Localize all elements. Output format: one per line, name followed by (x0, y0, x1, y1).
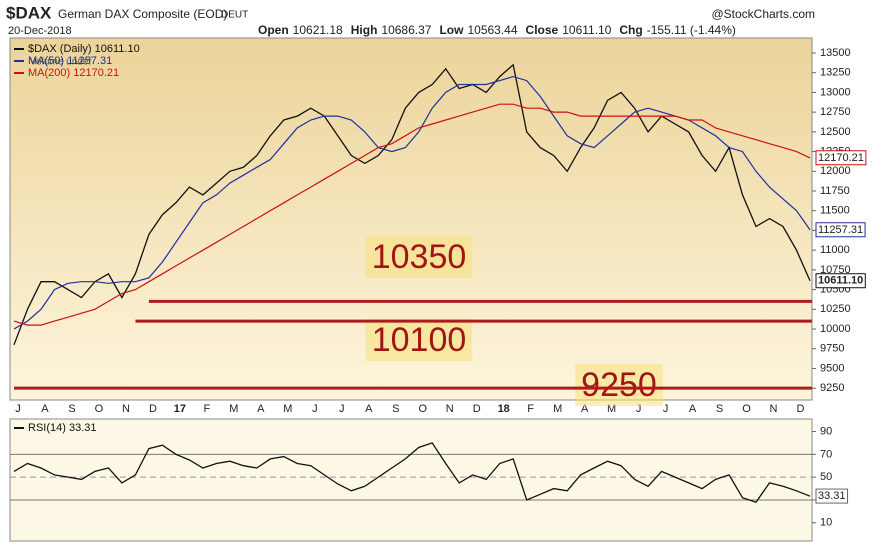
x-tick-label: J (15, 403, 21, 415)
x-tick-label: A (581, 403, 589, 415)
x-tick-label: D (797, 403, 805, 415)
support-label-box (365, 235, 473, 278)
last-value-box (815, 222, 866, 238)
support-label: 9250 (581, 366, 657, 404)
y-tick-label: 10000 (820, 323, 851, 335)
x-tick-label: O (742, 403, 751, 415)
series-line (13, 63, 811, 346)
x-tick-label: O (418, 403, 427, 415)
series-line (13, 442, 811, 503)
last-value-box (815, 150, 867, 166)
brand: @StockCharts.com (711, 7, 815, 21)
y-tick-label: 11500 (820, 205, 850, 217)
quote-value: 10563.44 (467, 23, 517, 37)
x-tick-label: J (636, 403, 642, 415)
name: German DAX Composite (EOD) (58, 7, 227, 21)
y-tick-label: 13500 (820, 47, 851, 59)
legend-entry: MA(200) 12170.21 (28, 67, 119, 79)
y-tick-label: 70 (820, 448, 832, 460)
y-tick-label: 10 (820, 517, 832, 529)
x-tick-label: M (229, 403, 238, 415)
x-tick-label: 17 (174, 403, 186, 415)
x-tick-label: O (95, 403, 104, 415)
y-tick-label: 9500 (820, 362, 844, 374)
series-line (13, 103, 811, 326)
quote-label: Open (258, 23, 289, 37)
legend-entry: RSI(14) 33.31 (28, 422, 96, 434)
legend-entry: $DAX (Daily) 10611.10 (28, 43, 140, 55)
quote-label: Low (439, 23, 464, 37)
x-tick-label: J (339, 403, 345, 415)
quote-label: High (351, 23, 378, 37)
quote-label: Close (526, 23, 559, 37)
last-value-box (815, 488, 849, 504)
y-tick-label: 13000 (820, 86, 851, 98)
x-tick-label: M (283, 403, 292, 415)
y-tick-label: 10750 (820, 264, 851, 276)
x-tick-label: N (770, 403, 778, 415)
y-tick-label: 11000 (820, 244, 850, 256)
x-tick-label: D (473, 403, 481, 415)
x-tick-label: A (257, 403, 265, 415)
y-tick-label: 13250 (820, 67, 851, 79)
y-tick-label: 9750 (820, 343, 844, 355)
x-tick-label: S (68, 403, 75, 415)
x-tick-label: S (716, 403, 723, 415)
quote-value: 10611.10 (562, 23, 611, 37)
last-value-tag: 10611.10 (818, 275, 863, 287)
x-tick-label: N (122, 403, 130, 415)
x-tick-label: S (392, 403, 399, 415)
exchange: DEUT (221, 10, 248, 21)
x-tick-label: A (689, 403, 697, 415)
x-tick-label: F (527, 403, 534, 415)
volume-note: Volume undef (30, 57, 91, 68)
quote-label: Chg (619, 23, 642, 37)
quote-value: -155.11 (-1.44%) (647, 23, 736, 37)
x-tick-label: J (663, 403, 669, 415)
y-tick-label: 50 (820, 471, 832, 483)
rsi-panel (9, 418, 813, 542)
x-tick-label: 18 (498, 403, 510, 415)
x-tick-label: J (312, 403, 318, 415)
support-label-box (365, 318, 473, 361)
support-label: 10100 (372, 321, 467, 359)
y-tick-label: 10250 (820, 303, 851, 315)
last-value-tag: 11257.31 (818, 224, 863, 236)
legend-entry: MA(50) 11257.31 (28, 55, 112, 67)
last-value-tag: 12170.21 (818, 152, 864, 164)
y-tick-label: 12750 (820, 106, 851, 118)
y-tick-label: 12500 (820, 126, 851, 138)
y-tick-label: 11750 (820, 185, 850, 197)
support-label-box (575, 363, 663, 406)
x-tick-label: M (553, 403, 562, 415)
quote-value: 10621.18 (293, 23, 343, 37)
x-tick-label: D (149, 403, 157, 415)
quote-value: 10686.37 (381, 23, 431, 37)
date: 20-Dec-2018 (8, 25, 72, 37)
y-tick-label: 12000 (820, 165, 851, 177)
support-label: 10350 (372, 238, 467, 276)
symbol: $DAX (6, 3, 52, 22)
x-tick-label: N (446, 403, 454, 415)
y-tick-label: 9250 (820, 382, 844, 394)
y-tick-label: 90 (820, 425, 832, 437)
x-tick-label: M (607, 403, 616, 415)
last-value-box (815, 273, 866, 289)
x-tick-label: F (204, 403, 211, 415)
x-tick-label: A (365, 403, 373, 415)
x-tick-label: A (41, 403, 49, 415)
last-value-tag: 33.31 (818, 490, 846, 502)
